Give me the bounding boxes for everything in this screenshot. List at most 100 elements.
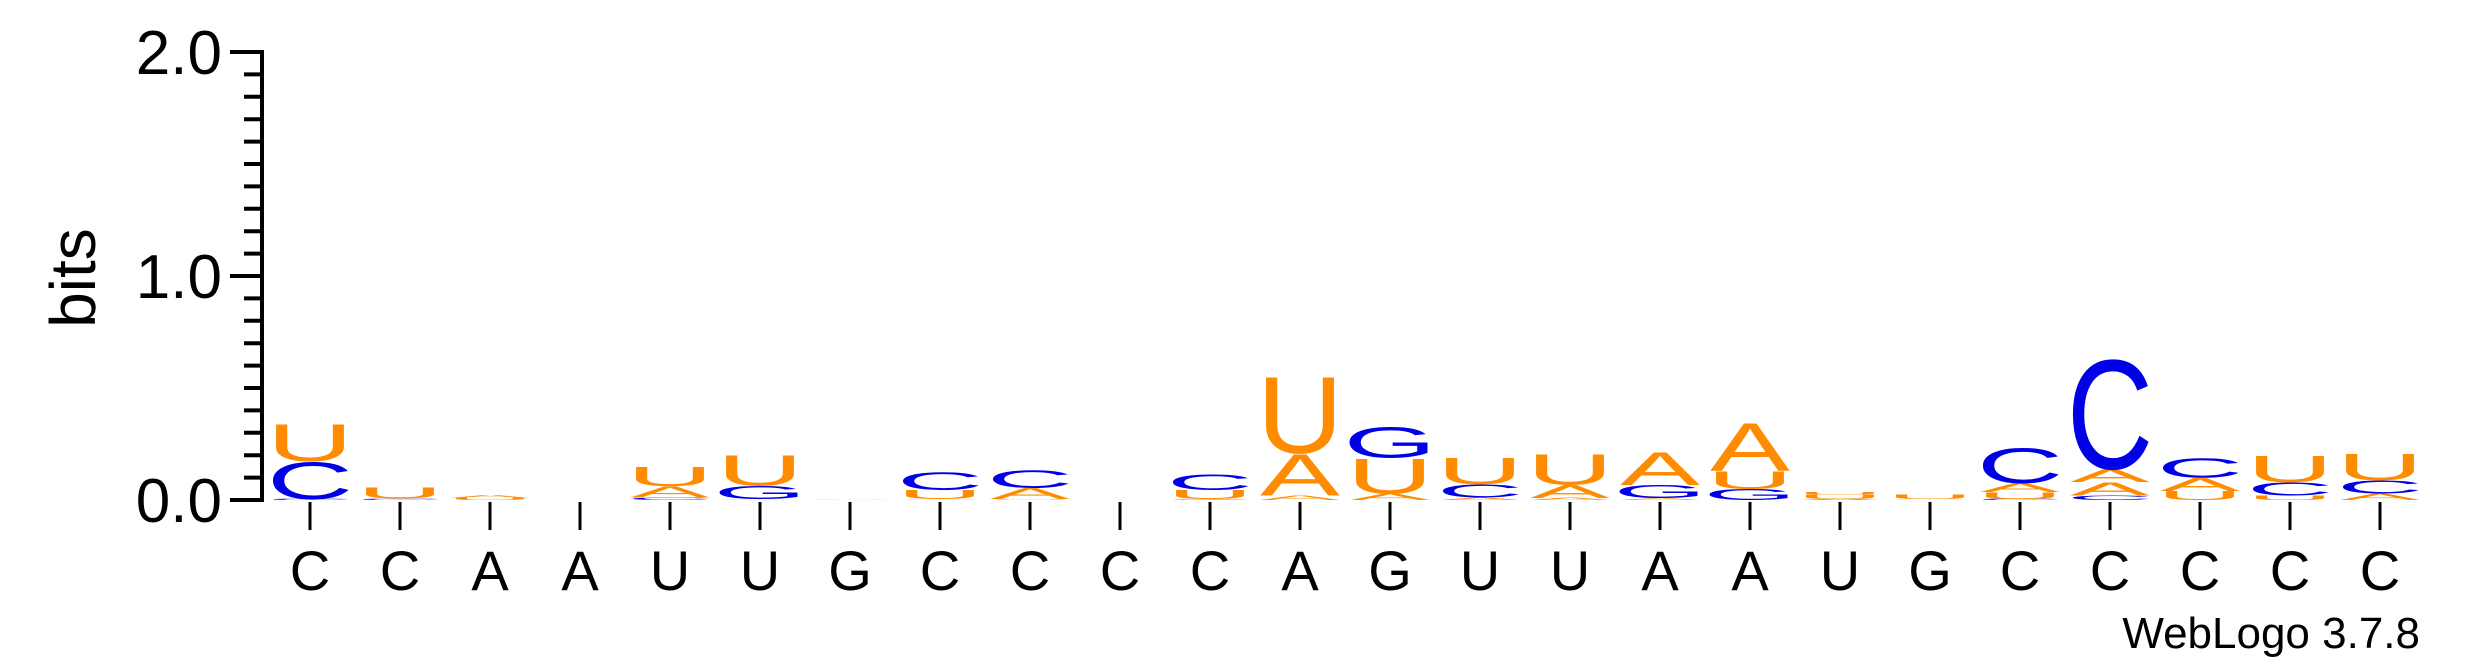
logo-letter: A [630,483,710,500]
logo-letter: U [2247,448,2333,490]
logo-letter: G [1704,486,1797,503]
logo-column: UA [447,493,533,500]
x-tick-label: U [650,539,690,602]
logo-letter: C [2157,452,2243,483]
x-tick-label: A [561,539,599,602]
logo-letter: A [900,499,981,500]
logo-letter: C [357,498,443,500]
logo-letter: U [1257,355,1343,477]
logo-letter: C [2337,477,2423,498]
logo-letter: A [2070,479,2150,500]
logo-letter: A [2160,474,2240,495]
logo-column: UAC [2157,452,2243,502]
logo-letter: U [1887,493,1973,500]
y-axis-label: bits [37,228,109,328]
logo-letter: U [447,497,533,500]
x-tick-label: G [1368,539,1412,602]
logo-letter: A [1440,497,1521,501]
logo-letter: U [2247,494,2333,501]
logo-column: A [810,499,891,500]
logo-column: AGU [714,447,807,504]
logo-letter: U [897,488,983,502]
logo-letter: U [2157,489,2243,503]
y-axis: 0.0 1.0 2.0 bits [37,19,264,536]
logo-letter: A [1350,491,1430,502]
x-tick-label: A [1731,539,1769,602]
logo-letter: U [1437,450,1523,492]
logo-letter: C [1167,471,1253,495]
x-tick-label: C [2000,539,2040,602]
logo-letter: C [1977,499,2063,501]
logo-letter: C [2067,494,2153,501]
logo-column: ACU [2337,446,2423,502]
logo-letter: A [1800,499,1881,501]
x-tick-label: C [1190,539,1230,602]
logo-letter: C [1977,438,2063,494]
logo-letter: A [450,493,531,498]
logo-letter: A [720,499,801,500]
x-tick-label: A [1281,539,1319,602]
weblogo-credit: WebLogo 3.7.8 [2122,609,2420,658]
logo-column: GUA [1704,409,1797,504]
logo-letter: U [1797,493,1883,500]
logo-column: ACU [1437,450,1523,502]
logo-letter: U [1167,488,1253,502]
logo-letter: G [1344,418,1437,467]
logo-letter: C [2067,328,2153,502]
logo-letter: U [1977,490,2063,501]
logo-column: AAU [1527,445,1613,502]
x-tick-label: A [1641,539,1679,602]
logo-letter: A [2340,491,2420,502]
logo-letter: C [897,468,983,496]
logo-column: CU [357,485,443,502]
logo-letter: U [1797,492,1883,495]
y-tick-label: 1.0 [136,243,222,312]
logo-letter: C [2247,479,2333,500]
logo-letter: C [987,466,1073,494]
y-tick-label: 2.0 [136,19,222,88]
x-tick-label: C [2090,539,2130,602]
logo-letter: U [717,447,803,496]
logo-column: AUC [897,468,983,502]
logo-letter: C [627,497,713,501]
logo-column: AU [1887,493,1973,500]
logo-letter: A [1530,497,1611,500]
logo-letter: A [1530,481,1610,502]
logo-letter: A [1260,494,1340,501]
logo-column: UAC [987,466,1073,503]
x-tick-label: C [920,539,960,602]
logo-letter: U [627,461,713,492]
logo-letter: C [1437,481,1523,502]
logo-letter: U [1527,445,1613,494]
x-tick-label: G [828,539,872,602]
y-ticks: 0.0 1.0 2.0 [136,19,262,536]
x-tick-label: C [380,539,420,602]
x-tick-label: C [1010,539,1050,602]
x-tick-label: U [1820,539,1860,602]
logo-letter: G [714,482,807,503]
logo-column: AAU [1257,355,1343,509]
logo-column: AUU [1797,492,1883,501]
x-tick-label: C [2360,539,2400,602]
x-tick-label: U [1460,539,1500,602]
x-tick-label: A [471,539,509,602]
x-tick-label: C [2180,539,2220,602]
logo-column: CCU [267,412,353,510]
logo-letter: A [1890,499,1971,500]
x-tick-label: U [740,539,780,602]
logo-letter: A [2070,465,2150,486]
logo-column: CAU [627,461,713,501]
logo-letter: U [1347,448,1433,504]
logo-letter: A [1620,498,1701,501]
logo-letter: A [1710,409,1790,486]
logo-letter: C [1167,499,1253,500]
logo-letter: U [2337,446,2423,488]
x-tick-label: G [1908,539,1952,602]
logo-letter: A [1260,442,1340,508]
logo-column: UCU [2247,448,2333,501]
y-tick-label: 0.0 [136,467,222,536]
